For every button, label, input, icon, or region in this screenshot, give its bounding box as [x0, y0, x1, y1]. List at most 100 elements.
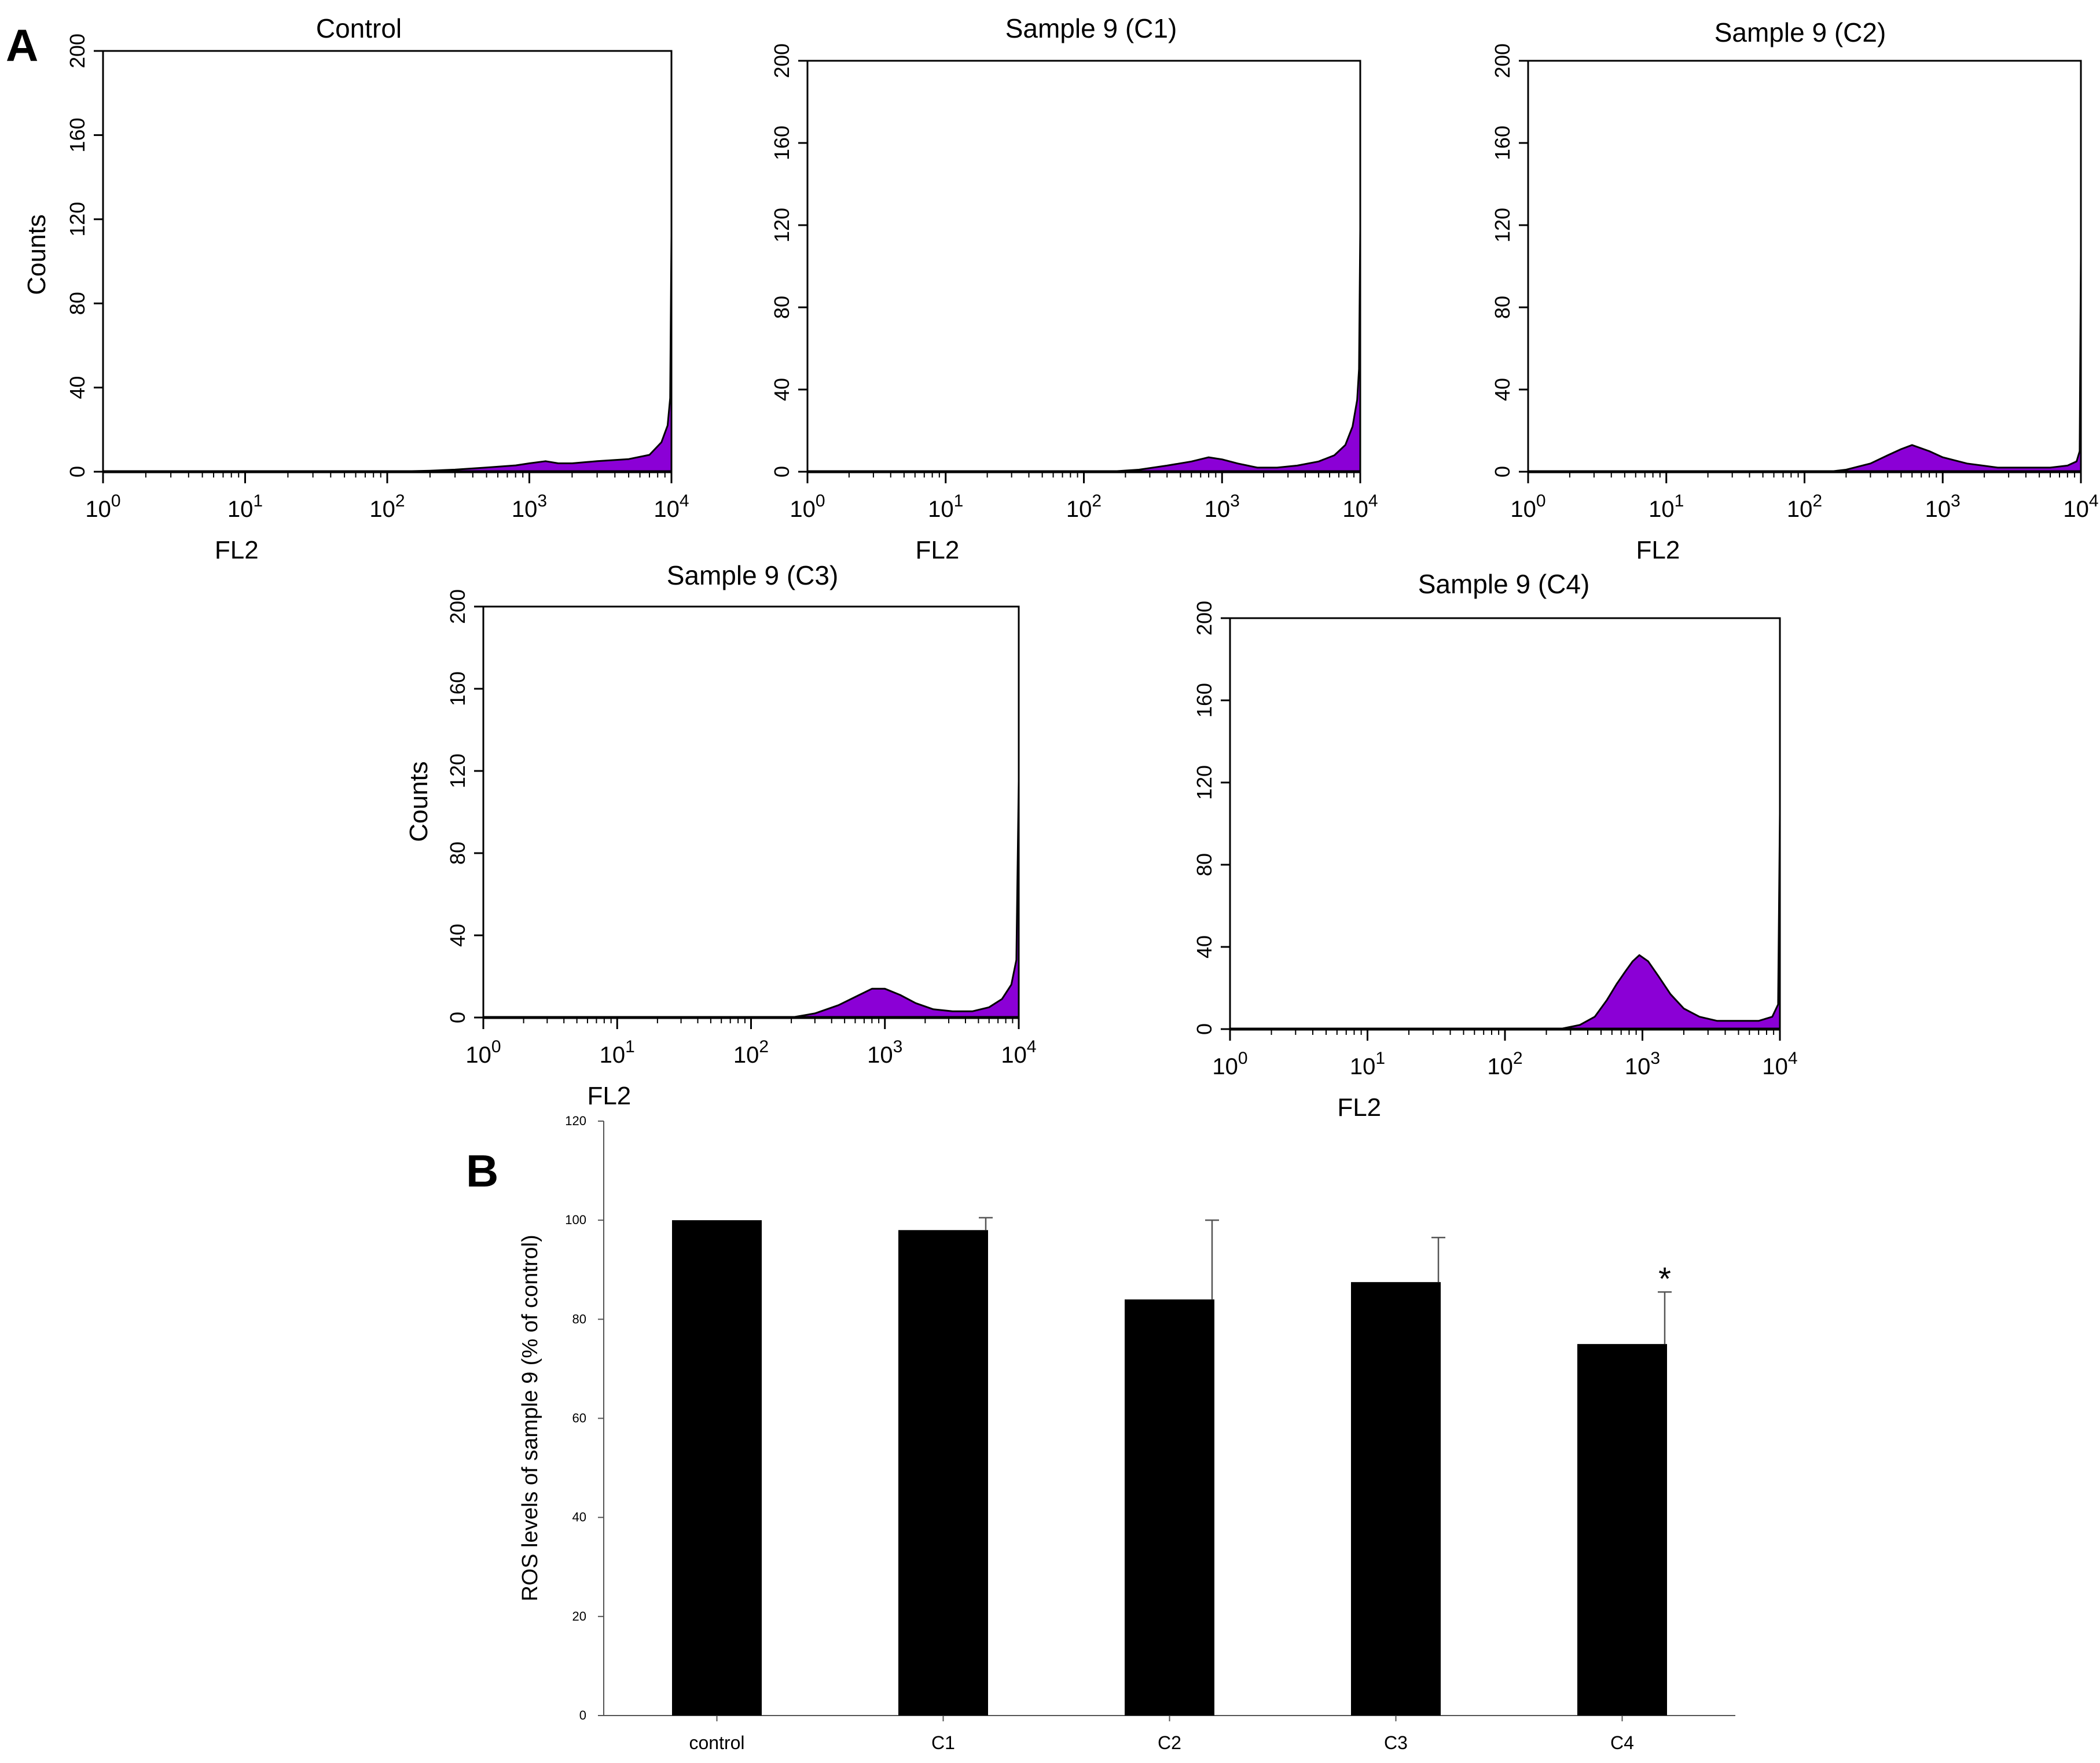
- x-tick-label: 101: [1350, 1049, 1385, 1079]
- y-tick-label: 40: [572, 1510, 586, 1525]
- x-tick-label: 100: [1510, 491, 1545, 522]
- x-tick-exponent: 2: [1513, 1049, 1523, 1068]
- histogram-area: [1229, 812, 1781, 1030]
- x-tick-base: 10: [1510, 497, 1536, 522]
- x-tick-label: 101: [1649, 491, 1684, 522]
- y-axis-label: ROS levels of sample 9 (% of control): [518, 1235, 542, 1602]
- x-tick-exponent: 0: [1536, 491, 1546, 510]
- x-tick-label: 102: [1066, 491, 1102, 522]
- x-tick-label: C2: [1158, 1732, 1181, 1753]
- x-tick-label: 101: [928, 491, 963, 522]
- y-tick-label: 160: [446, 671, 469, 706]
- x-axis-label: FL2: [215, 536, 259, 564]
- x-tick-label: 104: [2063, 491, 2098, 522]
- y-tick-label: 160: [770, 126, 794, 160]
- x-tick-label: 104: [1762, 1049, 1797, 1079]
- x-tick-base: 10: [1001, 1042, 1027, 1068]
- y-tick-label: 40: [1192, 935, 1216, 958]
- x-tick-label: 102: [1487, 1049, 1522, 1079]
- x-tick-exponent: 0: [1238, 1049, 1248, 1068]
- x-tick-exponent: 3: [537, 491, 547, 510]
- histogram-area: [482, 780, 1020, 1019]
- x-tick-label: 103: [1925, 491, 1961, 522]
- x-tick-base: 10: [465, 1042, 491, 1068]
- x-tick-base: 10: [1787, 497, 1813, 522]
- x-tick-exponent: 3: [1951, 491, 1961, 510]
- y-tick-label: 80: [572, 1312, 586, 1326]
- x-tick-label: 102: [1787, 491, 1822, 522]
- x-tick-base: 10: [1342, 497, 1368, 522]
- chart-title: Sample 9 (C2): [1714, 17, 1886, 47]
- x-tick-base: 10: [369, 497, 395, 522]
- x-tick-exponent: 4: [1368, 491, 1378, 510]
- chart-title: Sample 9 (C3): [667, 560, 839, 590]
- x-tick-base: 10: [1066, 497, 1092, 522]
- x-tick-exponent: 3: [893, 1037, 903, 1056]
- x-tick-exponent: 0: [491, 1037, 501, 1056]
- x-axis-label: FL2: [1636, 536, 1680, 564]
- plot-frame: [482, 605, 1020, 1019]
- x-tick-label: 101: [600, 1037, 635, 1068]
- x-tick-base: 10: [928, 497, 954, 522]
- x-tick-exponent: 0: [816, 491, 825, 510]
- histogram-area: [102, 235, 673, 473]
- x-tick-label: 100: [1212, 1049, 1247, 1079]
- y-tick-label: 40: [65, 376, 89, 399]
- x-tick-exponent: 4: [1027, 1037, 1037, 1056]
- x-tick-label: 100: [85, 491, 120, 522]
- significance-asterisk: *: [1658, 1260, 1671, 1296]
- y-tick-label: 100: [565, 1213, 586, 1227]
- y-axis-label: Counts: [23, 214, 51, 295]
- x-tick-base: 10: [512, 497, 538, 522]
- chart-title: Sample 9 (C4): [1418, 569, 1590, 599]
- x-tick-base: 10: [733, 1042, 759, 1068]
- x-tick-label: 101: [227, 491, 263, 522]
- x-tick-label: control: [689, 1732, 744, 1753]
- x-axis-label: FL2: [587, 1082, 631, 1110]
- y-tick-label: 200: [65, 34, 89, 68]
- x-tick-exponent: 3: [1650, 1049, 1660, 1068]
- y-tick-label: 200: [770, 43, 794, 78]
- plot-frame: [806, 60, 1361, 473]
- plot-frame: [1527, 60, 2082, 473]
- x-tick-base: 10: [1487, 1054, 1513, 1079]
- x-tick-exponent: 1: [1675, 491, 1684, 510]
- x-tick-base: 10: [867, 1042, 893, 1068]
- y-tick-label: 40: [446, 924, 469, 947]
- x-tick-exponent: 2: [1812, 491, 1822, 510]
- x-tick-base: 10: [600, 1042, 626, 1068]
- y-tick-label: 0: [446, 1012, 469, 1023]
- y-tick-label: 0: [65, 466, 89, 478]
- y-tick-label: 20: [572, 1609, 586, 1624]
- x-tick-base: 10: [1625, 1054, 1651, 1079]
- x-tick-base: 10: [1649, 497, 1675, 522]
- histogram-area: [806, 228, 1361, 473]
- x-tick-label: 103: [1205, 491, 1240, 522]
- y-tick-label: 60: [572, 1411, 586, 1426]
- x-tick-base: 10: [790, 497, 816, 522]
- y-tick-label: 0: [770, 466, 794, 478]
- y-tick-label: 120: [565, 1114, 586, 1128]
- x-tick-base: 10: [2063, 497, 2089, 522]
- y-tick-label: 80: [1192, 853, 1216, 876]
- y-tick-label: 120: [446, 754, 469, 788]
- x-tick-exponent: 4: [680, 491, 689, 510]
- x-tick-label: 104: [1001, 1037, 1036, 1068]
- chart-title: Control: [316, 13, 402, 43]
- plot-frame: [102, 50, 673, 473]
- y-tick-label: 80: [1490, 296, 1514, 319]
- x-tick-label: 103: [867, 1037, 902, 1068]
- x-tick-label: 104: [1342, 491, 1378, 522]
- x-tick-base: 10: [227, 497, 254, 522]
- x-tick-exponent: 1: [253, 491, 263, 510]
- x-tick-label: 103: [1625, 1049, 1660, 1079]
- y-tick-label: 160: [1490, 126, 1514, 160]
- x-tick-exponent: 4: [1788, 1049, 1798, 1068]
- bar-control: [672, 1220, 762, 1716]
